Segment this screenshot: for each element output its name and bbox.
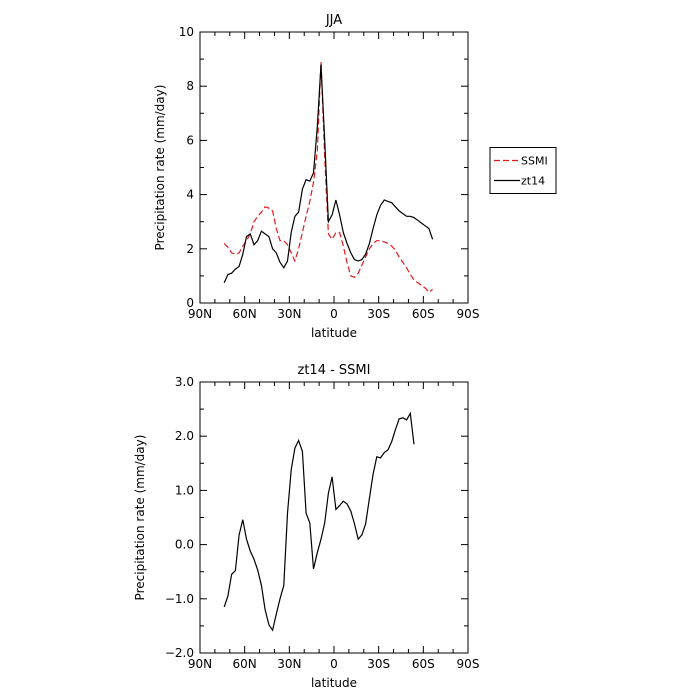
x-tick-label: 60N: [233, 307, 257, 321]
x-tick-label: 90S: [457, 307, 480, 321]
legend-box: [489, 147, 557, 194]
panel-jja: JJA 90N 60N 30N 0 30S 60S 90S 0 2 4 6 8 10 latitude Pre…: [153, 13, 557, 340]
legend-label-zt14: zt14: [521, 175, 545, 188]
x-tick-label: 30S: [367, 657, 390, 671]
plot-title: JJA: [325, 13, 342, 28]
plot-frame: [199, 381, 469, 654]
y-axis-title: Precipitation rate (mm/day): [153, 85, 167, 251]
x-axis-title: latitude: [311, 676, 357, 690]
x-tick-label: 90S: [457, 657, 480, 671]
x-tick-label: 30N: [277, 307, 301, 321]
series-line-difference: [223, 411, 415, 632]
y-tick-label: 4: [186, 188, 194, 202]
x-tick-label: 60S: [412, 657, 435, 671]
y-tick-label: 8: [186, 79, 194, 93]
y-tick-label: 2: [186, 242, 194, 256]
series-line-zt14: [223, 64, 434, 283]
series-line-ssmi: [223, 61, 433, 294]
y-tick-label: −1.0: [165, 592, 194, 606]
x-tick-label: 30S: [367, 307, 390, 321]
x-tick-label: 30N: [277, 657, 301, 671]
x-tick-label: 60N: [233, 657, 257, 671]
panel-difference: zt14 - SSMI 90N 60N 30N 0 30S 60S 90S −2.0 −1.0 0.…: [133, 363, 479, 690]
x-tick-label: 60S: [412, 307, 435, 321]
legend-label-ssmi: SSMI: [521, 155, 548, 168]
y-axis-title: Precipitation rate (mm/day): [133, 435, 147, 601]
x-axis-title: latitude: [311, 326, 357, 340]
y-tick-label: 3.0: [175, 375, 194, 389]
y-tick-label: −2.0: [165, 646, 194, 660]
y-tick-label: 0.0: [175, 538, 194, 552]
y-tick-label: 0: [186, 296, 194, 310]
x-tick-label: 0: [330, 307, 338, 321]
y-tick-label: 10: [179, 25, 194, 39]
plot-title: zt14 - SSMI: [298, 363, 371, 378]
y-tick-label: 2.0: [175, 429, 194, 443]
y-tick-label: 6: [186, 133, 194, 147]
x-tick-label: 90N: [188, 307, 212, 321]
y-tick-label: 1.0: [175, 483, 194, 497]
x-tick-label: 90N: [188, 657, 212, 671]
x-tick-label: 0: [330, 657, 338, 671]
